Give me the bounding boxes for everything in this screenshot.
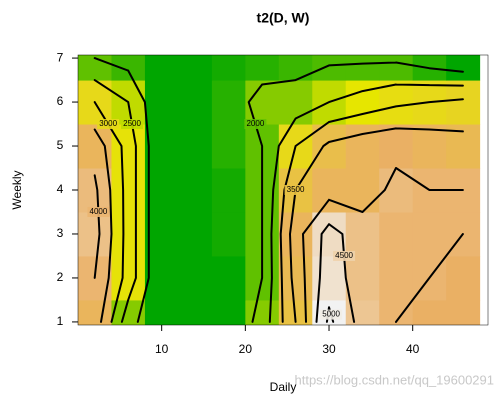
heat-cell xyxy=(178,255,213,301)
heat-cell xyxy=(412,299,447,325)
heat-cell xyxy=(144,168,179,213)
heat-cell xyxy=(245,299,280,325)
heat-cell xyxy=(312,255,347,301)
contour-line xyxy=(93,127,464,323)
contour-line xyxy=(93,57,464,323)
contour-label: 3000 xyxy=(99,119,117,128)
heat-cell xyxy=(144,124,179,169)
heat-cell xyxy=(412,55,447,81)
heat-cell xyxy=(178,80,213,125)
heat-cell xyxy=(345,211,380,257)
heat-cell xyxy=(178,168,213,213)
contour-label-bg xyxy=(97,119,120,130)
heat-cell xyxy=(144,255,179,301)
heat-cell xyxy=(144,211,179,257)
heat-cell xyxy=(78,211,112,257)
heat-cell xyxy=(345,124,380,169)
heat-cell xyxy=(278,255,313,301)
x-tick-label: 20 xyxy=(239,342,253,356)
contour-label: 2500 xyxy=(123,119,141,128)
heat-cell xyxy=(211,124,246,169)
heat-cell xyxy=(446,55,481,81)
contour-label-bg xyxy=(244,119,267,130)
x-axis-label: Daily xyxy=(270,380,297,394)
heat-cell xyxy=(211,255,246,301)
heat-cell xyxy=(211,299,246,325)
heat-cell xyxy=(446,255,481,301)
heat-cell xyxy=(379,55,414,81)
heat-cell xyxy=(312,211,347,257)
watermark: https://blog.csdn.net/qq_19600291 xyxy=(295,372,495,387)
y-tick-label: 3 xyxy=(57,226,64,240)
heat-cell xyxy=(211,80,246,125)
heat-cell xyxy=(345,168,380,213)
y-tick-label: 5 xyxy=(57,138,64,152)
heat-cell xyxy=(379,124,414,169)
heat-cell xyxy=(379,211,414,257)
contour-label-bg xyxy=(284,185,307,195)
heat-cell xyxy=(111,124,146,169)
heat-cell xyxy=(245,80,280,125)
y-tick-label: 7 xyxy=(57,50,64,64)
contour-label: 2000 xyxy=(246,119,264,128)
heatmap xyxy=(78,55,481,325)
heat-cell xyxy=(345,255,380,301)
heat-cell xyxy=(78,299,112,325)
x-tick-label: 40 xyxy=(406,342,420,356)
heat-cell xyxy=(144,80,179,125)
heat-cell xyxy=(312,55,347,81)
y-tick-label: 1 xyxy=(57,314,64,328)
contour-line xyxy=(93,167,464,323)
heat-cell xyxy=(111,255,146,301)
contour-label: 5000 xyxy=(322,310,340,319)
x-tick-label: 30 xyxy=(322,342,336,356)
y-axis-label: Weekly xyxy=(10,170,24,209)
contour-label: 4500 xyxy=(335,251,353,260)
heat-cell xyxy=(446,80,481,125)
heat-cell xyxy=(245,55,280,81)
contour-label-bg xyxy=(121,119,144,130)
heat-cell xyxy=(111,211,146,257)
contour-label: 3500 xyxy=(287,185,305,194)
heat-cell xyxy=(412,211,447,257)
heat-cell xyxy=(111,168,146,213)
contour-line xyxy=(93,98,464,323)
contour-line xyxy=(93,79,464,323)
heat-cell xyxy=(178,124,213,169)
heat-cell xyxy=(144,299,179,325)
heat-cell xyxy=(345,80,380,125)
contour-label: 4000 xyxy=(90,207,108,216)
x-tick-label: 10 xyxy=(155,342,169,356)
heat-cell xyxy=(278,55,313,81)
chart-title: t2(D, W) xyxy=(257,10,310,26)
heat-cell xyxy=(412,124,447,169)
heat-cell xyxy=(178,299,213,325)
heat-cell xyxy=(312,124,347,169)
y-tick-label: 2 xyxy=(57,270,64,284)
heat-cell xyxy=(211,168,246,213)
heat-cell xyxy=(446,299,481,325)
heat-cell xyxy=(211,55,246,81)
heat-cell xyxy=(278,211,313,257)
y-tick-label: 6 xyxy=(57,94,64,108)
contours: 2000 2500 3000 3500 4000 4500 5000 xyxy=(87,57,464,323)
heat-cell xyxy=(111,55,146,81)
heat-cell xyxy=(211,211,246,257)
heat-cell xyxy=(278,80,313,125)
heat-cell xyxy=(178,211,213,257)
contour-label-bg xyxy=(320,309,343,320)
contour-label-bg xyxy=(87,206,110,217)
heat-cell xyxy=(345,55,380,81)
heat-cell xyxy=(312,168,347,213)
y-tick-label: 4 xyxy=(57,182,64,196)
heat-cell xyxy=(178,55,213,81)
contour-label-bg xyxy=(333,250,356,261)
heat-cell xyxy=(144,55,179,81)
heat-cell xyxy=(379,255,414,301)
heat-cell xyxy=(111,299,146,325)
